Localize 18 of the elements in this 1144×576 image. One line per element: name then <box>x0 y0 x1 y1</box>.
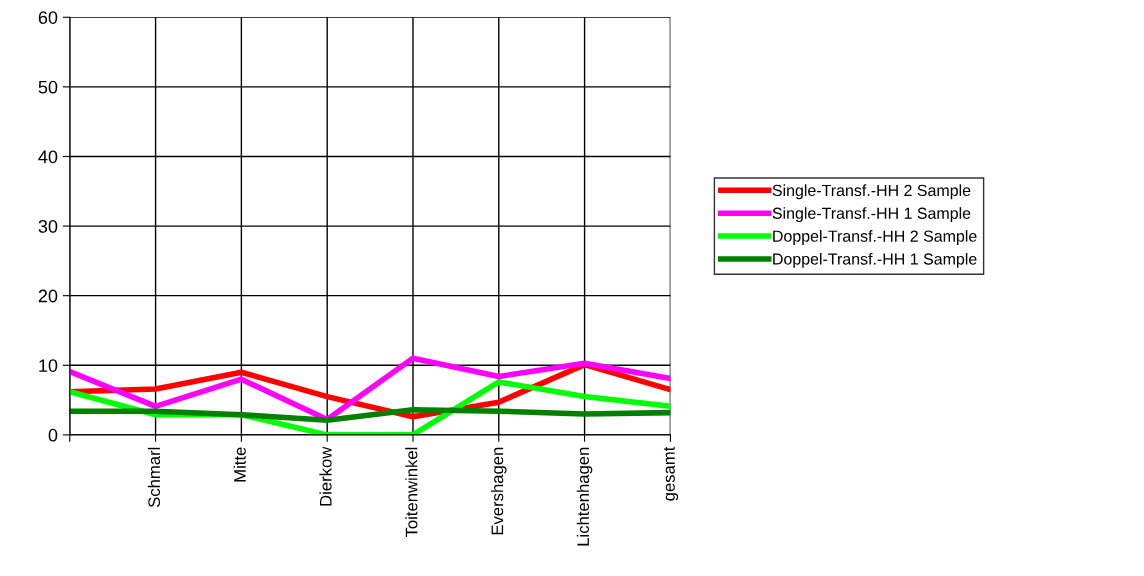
x-tick-label: Toitenwinkel <box>405 447 418 538</box>
x-tick-label: Lichtenhagen <box>576 447 593 546</box>
y-tick-label: 10 <box>39 359 58 372</box>
y-tick-label: 50 <box>38 80 58 94</box>
x-tick-label: Schmarl <box>147 447 161 508</box>
y-tick-label: 0 <box>48 428 58 442</box>
y-tick-label: 40 <box>38 150 58 164</box>
legend-label: Single-Transf.-HH 2 Sample <box>772 184 971 200</box>
y-tick-label: 60 <box>38 11 58 24</box>
x-tick-label: Dierkow <box>319 446 332 506</box>
y-tick-label: 30 <box>38 220 58 233</box>
x-tick-label: gesamt <box>663 446 679 501</box>
legend-label: Single-Transf.-HH 1 Sample <box>772 207 971 223</box>
y-tick-label: 20 <box>38 289 58 303</box>
legend-label: Doppel-Transf.-HH 1 Sample <box>773 252 977 268</box>
x-tick-label: Mitte <box>233 447 246 482</box>
legend-label: Doppel-Transf.-HH 2 Sample <box>773 230 977 245</box>
x-tick-label: Evershagen <box>491 447 507 535</box>
